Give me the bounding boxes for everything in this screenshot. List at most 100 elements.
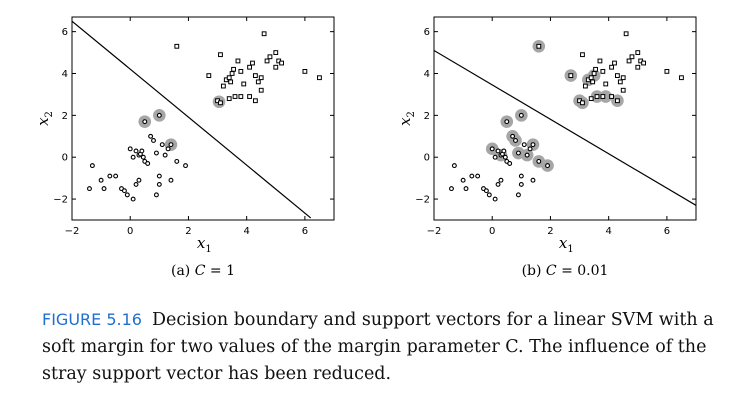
- class-1-point: [98, 177, 104, 183]
- class-1-point: [130, 154, 136, 160]
- x-tick-label: 2: [547, 226, 553, 237]
- class-2-point: [232, 94, 238, 99]
- class-2-point: [679, 75, 684, 81]
- x-tick-label: 0: [127, 226, 133, 237]
- class-2-point: [267, 54, 273, 60]
- class-2-point: [664, 69, 670, 74]
- support-vector-halo: [599, 90, 613, 103]
- class-1-point: [460, 177, 466, 183]
- class-2-point: [247, 94, 252, 99]
- y-tick-label: −2: [415, 195, 430, 206]
- y-axis-label: x2: [34, 111, 55, 126]
- class-2-point: [264, 58, 270, 64]
- class-1-point: [527, 146, 533, 152]
- class-2-point: [591, 71, 597, 76]
- y-axis-label: x2: [396, 111, 417, 126]
- class-2-point: [279, 60, 285, 66]
- class-1-point: [463, 186, 469, 192]
- decision-boundary: [72, 20, 312, 219]
- class-1-point: [530, 142, 536, 148]
- class-1-point: [133, 181, 139, 187]
- x-tick-label: 6: [302, 226, 308, 237]
- chart-panel-b: −2 0 2 4 6 −2 0 2 4 6 x1 x2 (b) C = 0.01: [396, 16, 697, 279]
- chart-panel-a: −2 0 2 4 6 −2 0 2 4 6 x1 x2 (a) C = 1: [34, 16, 335, 279]
- class-2-point: [228, 79, 234, 85]
- class-1-point: [518, 181, 524, 187]
- y-tick-label: 0: [424, 153, 430, 164]
- class-2-point: [641, 60, 647, 66]
- class-1-point: [136, 177, 142, 183]
- panel-subtitle: (b) C = 0.01: [522, 263, 609, 279]
- class-2-point: [226, 75, 232, 81]
- plot-frame: [71, 16, 335, 221]
- class-2-point: [174, 43, 180, 49]
- class-1-point: [492, 154, 498, 160]
- class-2-point: [603, 81, 609, 87]
- class-1-point: [518, 173, 524, 179]
- class-1-point: [142, 119, 148, 125]
- figure-canvas: −2 0 2 4 6 −2 0 2 4 6 x1 x2 (a) C = 1 −2 0 2 4 6 −2 0 2 4 6 x1 x…: [34, 16, 697, 279]
- class-1-point: [87, 186, 92, 192]
- class-2-point: [626, 58, 632, 64]
- y-tick-label: 6: [62, 27, 68, 38]
- class-2-point: [588, 75, 594, 81]
- class-1-point: [507, 161, 513, 166]
- class-1-point: [174, 158, 180, 164]
- y-tick-label: −2: [53, 195, 68, 206]
- class-1-point: [521, 142, 527, 148]
- class-2-point: [241, 81, 247, 87]
- class-1-point: [486, 192, 492, 198]
- class-2-point: [623, 31, 629, 37]
- class-1-point: [159, 142, 165, 148]
- class-2-point: [302, 69, 308, 74]
- class-1-point: [145, 161, 151, 166]
- class-2-point: [220, 83, 226, 89]
- class-2-point: [536, 43, 542, 49]
- x-tick-label: 4: [605, 226, 611, 237]
- class-1-point: [518, 112, 524, 118]
- class-1-point: [156, 181, 162, 187]
- class-1-point: [495, 148, 501, 154]
- class-1-point: [156, 112, 162, 118]
- y-tick-label: 2: [62, 111, 68, 122]
- class-1-point: [165, 146, 171, 152]
- x-axis-label: x1: [559, 234, 574, 255]
- class-1-point: [502, 154, 508, 160]
- x-tick-label: 6: [664, 226, 670, 237]
- class-2-point: [258, 75, 264, 81]
- class-2-point: [588, 96, 594, 102]
- class-1-point: [524, 152, 530, 158]
- class-1-point: [492, 196, 498, 202]
- class-1-point: [133, 148, 139, 154]
- y-tick-label: 6: [424, 27, 430, 38]
- class-2-point: [629, 54, 635, 60]
- class-2-point: [229, 71, 235, 76]
- class-2-point: [609, 64, 614, 70]
- class-1-point: [183, 163, 188, 169]
- class-2-point: [238, 94, 244, 99]
- class-2-point: [582, 83, 588, 89]
- class-1-point: [501, 148, 507, 154]
- y-tick-label: 4: [62, 69, 68, 80]
- class-2-point: [620, 87, 626, 93]
- class-2-point: [231, 66, 236, 72]
- class-1-point: [451, 163, 457, 169]
- class-2-point: [580, 100, 585, 106]
- class-1-point: [530, 177, 536, 183]
- class-2-point: [600, 69, 606, 74]
- class-1-point: [153, 150, 159, 156]
- class-2-point: [250, 60, 255, 66]
- caption-text: Decision boundary and support vectors fo…: [42, 310, 714, 384]
- class-1-point: [489, 146, 495, 152]
- class-1-point: [121, 188, 127, 194]
- class-1-point: [130, 196, 136, 202]
- class-2-point: [273, 64, 279, 70]
- figure-caption: FIGURE 5.16 Decision boundary and support…: [42, 306, 722, 388]
- class-2-point: [258, 87, 264, 93]
- plot-frame: [433, 16, 697, 221]
- class-1-point: [469, 173, 475, 179]
- caption-label: FIGURE 5.16: [42, 310, 142, 329]
- class-2-point: [226, 96, 232, 102]
- class-1-point: [139, 148, 145, 154]
- class-2-point: [206, 73, 212, 78]
